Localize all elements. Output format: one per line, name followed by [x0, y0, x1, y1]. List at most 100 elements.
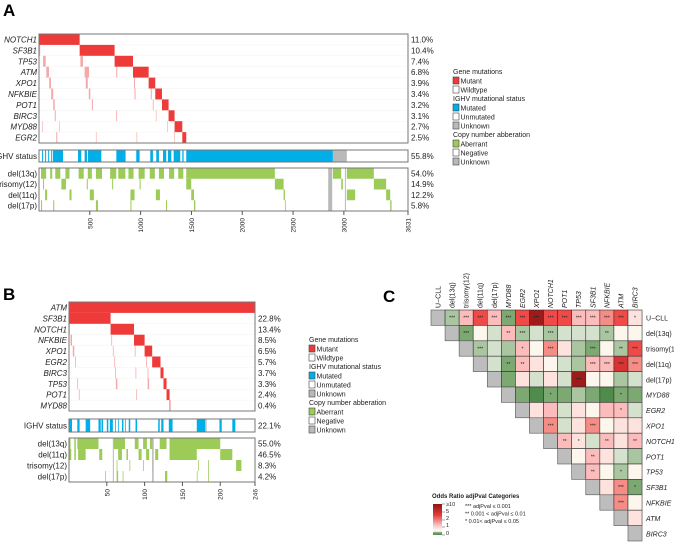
mutation-mark: [72, 345, 75, 357]
mutation-block: [160, 367, 164, 379]
column-label: POT1: [562, 290, 569, 308]
cna-aberrant-mark: [113, 438, 125, 449]
cna-aberrant-mark: [55, 168, 61, 179]
gene-label: XPO1: [15, 79, 37, 88]
cna-aberrant-mark: [65, 168, 70, 179]
legend-title: Gene mutations: [453, 69, 503, 76]
legend-swatch: [452, 121, 460, 130]
legend-swatch: [308, 371, 316, 380]
legend-swatch: [308, 407, 316, 416]
mutation-mark: [42, 121, 43, 133]
significance-stars: **: [506, 362, 510, 368]
mutation-mark: [39, 44, 41, 56]
diagonal-cell: [585, 479, 601, 496]
heatmap-cell: [529, 371, 544, 388]
gene-percent: 3.3%: [258, 380, 276, 389]
heatmap-cell: [571, 402, 587, 419]
mutation-mark: [49, 77, 51, 89]
legend-title: Copy number abberation: [309, 400, 386, 407]
diagonal-cell: [430, 309, 446, 326]
cna-aberrant-mark: [50, 168, 53, 179]
heatmap-cell: [557, 355, 573, 372]
ighv-mutated-mark: [232, 419, 236, 432]
gene-label: SF3B1: [43, 314, 67, 323]
row-label: XPO1: [645, 424, 665, 431]
legend-label: Unmutated: [461, 115, 495, 122]
gene-label: TP53: [18, 57, 38, 66]
cna-aberrant-mark: [138, 449, 142, 460]
cna-aberrant-mark: [191, 189, 194, 201]
cna-aberrant-mark: [87, 168, 92, 179]
mutation-block: [161, 99, 169, 111]
cna-aberrant-mark: [122, 471, 124, 482]
gene-percent: 3.1%: [411, 112, 429, 121]
x-tick-label: 50: [104, 489, 111, 497]
mutation-block: [166, 389, 170, 401]
significance-stars: ***: [505, 316, 511, 322]
heatmap-cell: [627, 417, 643, 434]
gene-label: XPO1: [45, 347, 67, 356]
cna-aberrant-mark: [86, 178, 88, 190]
significance-stars: **: [591, 454, 595, 460]
legend-label: Unmutated: [317, 383, 351, 390]
diagonal-cell: [486, 371, 502, 388]
significance-stars: **: [605, 439, 609, 445]
cna-percent: 46.5%: [258, 451, 281, 460]
row-label: BIRC3: [646, 531, 667, 538]
column-label: NFKBIE: [604, 282, 611, 308]
legend-title: IGHV mutational status: [309, 364, 381, 371]
ighv-box: [38, 149, 409, 163]
cna-aberrant-mark: [208, 471, 209, 482]
significance-stars: **: [591, 470, 595, 476]
significance-stars: *: [620, 470, 622, 476]
gene-percent: 8.5%: [258, 336, 276, 345]
diagonal-cell: [543, 432, 558, 449]
mutation-mark: [115, 378, 118, 390]
ighv-box: [68, 418, 256, 433]
significance-stars: *: [634, 316, 636, 322]
heatmap-cell: [627, 448, 643, 465]
significance-stars: ***: [618, 362, 624, 368]
cna-aberrant-mark: [77, 438, 99, 449]
heatmap-cell: [627, 509, 643, 526]
cna-aberrant-mark: [112, 178, 114, 190]
panel-label-c: C: [383, 287, 395, 306]
significance-stars: ***: [449, 316, 455, 322]
row-label: POT1: [646, 454, 664, 461]
heatmap-cell: [585, 386, 601, 403]
ighv-mutated-mark: [136, 150, 140, 162]
cna-aberrant-mark: [53, 200, 55, 211]
gene-label: MYD88: [40, 402, 67, 411]
heatmap-cell: [571, 448, 587, 465]
mutation-block: [69, 312, 111, 324]
heatmap-cell: [529, 340, 544, 357]
gene-percent: 3.9%: [411, 79, 429, 88]
significance-stars: ***: [590, 347, 596, 353]
cna-aberrant-mark: [166, 200, 168, 211]
cna-unknown-mark: [112, 438, 114, 482]
significance-stars: ***: [604, 362, 610, 368]
mutation-mark: [84, 66, 89, 78]
significance-stars: ***: [576, 316, 582, 322]
mutation-mark: [116, 110, 118, 122]
column-label: XPO1: [534, 289, 541, 309]
cna-unknown-mark: [328, 168, 333, 211]
colorbar-label: ≥10: [446, 502, 455, 508]
cna-aberrant-mark: [143, 460, 144, 471]
heatmap-cell: [515, 371, 530, 388]
cna-aberrant-mark: [138, 168, 145, 179]
heatmap-cell: [529, 325, 544, 342]
cna-aberrant-mark: [346, 168, 374, 179]
mutation-block: [163, 378, 167, 390]
mutation-block: [182, 132, 187, 143]
significance-stars: *: [521, 347, 523, 353]
legend-swatch: [308, 380, 316, 389]
cna-aberrant-mark: [332, 168, 342, 179]
significance-stars: **: [605, 331, 609, 337]
heatmap-cell: [599, 463, 615, 480]
row-label: NOTCH1: [646, 439, 674, 446]
cna-percent: 8.3%: [258, 462, 276, 471]
mutation-mark: [114, 356, 116, 368]
heatmap-cell: [627, 325, 643, 342]
